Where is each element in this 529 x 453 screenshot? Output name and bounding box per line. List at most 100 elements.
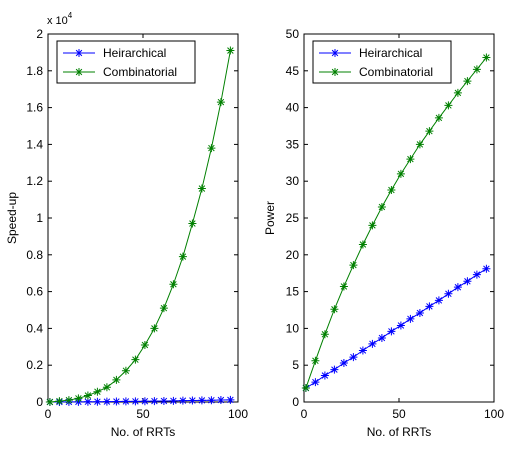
power-heirarchical-point [358, 346, 367, 355]
speedup-combinatorial-point [169, 280, 178, 289]
power-combinatorial-point [472, 65, 481, 74]
power-heirarchical-point [330, 365, 339, 374]
speedup-combinatorial-point [226, 46, 235, 55]
speedup-legend: Heirarchical Combinatorial [56, 40, 196, 84]
speedup-heirarchical-point [169, 396, 178, 405]
power-heirarchical-point [349, 353, 358, 362]
speedup-combinatorial-point [140, 340, 149, 349]
power-legend-heirarchical-marker [331, 49, 339, 57]
power-chart: 0 50 100 0 5 10 15 20 25 30 35 40 45 50 No. of RRTs P… [263, 27, 504, 439]
speedup-heirarchical-point [140, 397, 149, 406]
power-heirarchical-point [377, 333, 386, 342]
speedup-combinatorial-point [45, 398, 54, 406]
power-x-axis-label: No. of RRTs [367, 425, 431, 439]
speedup-y-tick-label: 0.2 [26, 358, 43, 372]
speedup-heirarchical-point [159, 396, 168, 405]
power-y-tick-label: 50 [286, 27, 300, 41]
power-legend-box [312, 40, 452, 84]
speedup-legend-heirarchical-marker [75, 49, 83, 57]
power-combinatorial-point [368, 221, 377, 230]
speedup-x-tick-label: 100 [228, 407, 248, 421]
power-y-tick-label: 45 [286, 64, 300, 78]
speedup-combinatorial-point [159, 304, 168, 313]
power-legend-combinatorial-label: Combinatorial [359, 65, 433, 79]
speedup-y-tick-label: 1.2 [26, 174, 43, 188]
power-y-tick-label: 0 [292, 395, 299, 409]
power-combinatorial-point [396, 169, 405, 178]
power-combinatorial-point [415, 140, 424, 149]
power-heirarchical-point [434, 296, 443, 305]
speedup-y-multiplier: x 104 [47, 11, 73, 27]
power-combinatorial-point [482, 53, 491, 62]
power-combinatorial-point [434, 113, 443, 122]
speedup-y-tick-label: 0.6 [26, 285, 43, 299]
power-combinatorial-point [358, 240, 367, 249]
power-y-tick-label: 25 [286, 211, 300, 225]
speedup-combinatorial-point [74, 394, 83, 403]
power-combinatorial-point [320, 330, 329, 339]
power-y-tick-label: 20 [286, 248, 300, 262]
speedup-heirarchical-point [102, 397, 111, 406]
speedup-heirarchical-point [178, 396, 187, 405]
power-axes-box [303, 33, 495, 403]
speedup-y-tick-label: 1 [36, 211, 43, 225]
power-heirarchical-point [463, 277, 472, 286]
power-x-tick-label: 50 [392, 407, 406, 421]
speedup-y-tick-label: 0 [36, 395, 43, 409]
speedup-heirarchical-point [207, 396, 216, 405]
power-combinatorial-point [463, 77, 472, 86]
speedup-y-tick-label: 1.8 [26, 64, 43, 78]
speedup-combinatorial-point [188, 219, 197, 228]
power-heirarchical-point [472, 270, 481, 279]
power-combinatorial-point [406, 155, 415, 164]
power-y-tick-label: 35 [286, 137, 300, 151]
power-legend-combinatorial-marker [331, 68, 339, 76]
speedup-combinatorial-point [93, 387, 102, 396]
power-combinatorial-point [444, 101, 453, 110]
speedup-x-tick-label: 50 [136, 407, 150, 421]
speedup-y-tick-label: 0.8 [26, 248, 43, 262]
speedup-y-multiplier-exponent: 4 [68, 11, 73, 20]
power-heirarchical-point [482, 264, 491, 273]
speedup-x-tick-label: 0 [45, 407, 52, 421]
speedup-combinatorial-point [121, 366, 130, 375]
power-y-axis-label: Power [263, 201, 277, 235]
power-heirarchical-point [415, 308, 424, 317]
power-y-tick-label: 15 [286, 285, 300, 299]
power-combinatorial-point [349, 261, 358, 270]
speedup-legend-combinatorial-label: Combinatorial [103, 65, 177, 79]
power-y-tick-label: 40 [286, 101, 300, 115]
speedup-combinatorial-point [216, 98, 225, 107]
speedup-heirarchical-point [112, 397, 121, 406]
speedup-heirarchical-point [197, 396, 206, 405]
power-heirarchical-point [406, 314, 415, 323]
speedup-legend-heirarchical-label: Heirarchical [103, 46, 166, 60]
power-series [301, 53, 491, 393]
speedup-combinatorial-point [131, 355, 140, 364]
speedup-heirarchical-point [121, 397, 130, 406]
speedup-combinatorial-point [150, 324, 159, 333]
power-heirarchical-point [396, 321, 405, 330]
speedup-combinatorial-point [112, 375, 121, 384]
power-heirarchical-point [444, 289, 453, 298]
speedup-y-tick-label: 0.4 [26, 321, 43, 335]
speedup-chart: 0 50 100 0 0.2 0.4 0.6 0.8 1 1.2 1.4 1.6 1.8 2 No. of… [5, 11, 248, 439]
speedup-heirarchical-point [93, 397, 102, 406]
speedup-heirarchical-point [226, 395, 235, 404]
power-heirarchical-point [311, 378, 320, 387]
power-heirarchical-point [368, 339, 377, 348]
speedup-combinatorial-point [207, 144, 216, 153]
power-x-tick-label: 0 [301, 407, 308, 421]
power-y-tick-label: 10 [286, 321, 300, 335]
speedup-heirarchical-point [216, 396, 225, 405]
speedup-y-tick-label: 2 [36, 27, 43, 41]
speedup-heirarchical-point [83, 397, 92, 406]
speedup-combinatorial-point [55, 397, 64, 406]
power-combinatorial-point [301, 384, 310, 393]
power-legend: Heirarchical Combinatorial [312, 40, 452, 84]
speedup-y-tick-label: 1.4 [26, 137, 43, 151]
power-x-tick-label: 100 [484, 407, 504, 421]
speedup-combinatorial-point [178, 252, 187, 261]
power-combinatorial-point [425, 127, 434, 136]
